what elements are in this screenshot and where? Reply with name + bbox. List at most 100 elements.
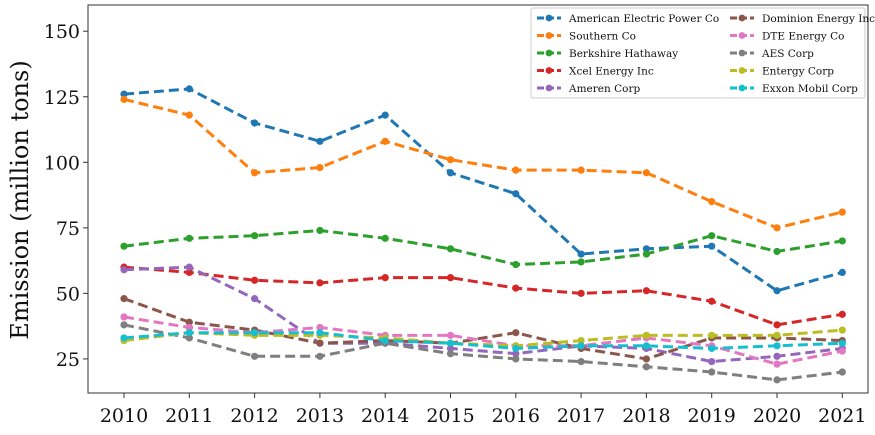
data-point [120,90,128,98]
legend-swatch-marker [545,32,553,39]
x-tick-label: 2017 [557,405,605,427]
data-point [577,166,585,174]
legend-label: Ameren Corp [568,83,640,95]
legend-label: American Electric Power Co [568,13,719,25]
series-aes-corp [120,321,846,384]
data-point [446,331,455,339]
series-line [123,328,843,348]
legend-label: DTE Energy Co [762,31,844,43]
legend-label: AES Corp [761,48,814,60]
data-point [642,245,651,253]
data-point [120,95,128,103]
legend: American Electric Power Co Southern Co Ber… [530,7,875,99]
series-line [123,323,843,382]
data-point [642,342,651,350]
data-point [446,245,455,253]
data-point [381,234,389,242]
data-point [381,137,389,145]
data-point [642,250,651,258]
data-point [577,258,585,266]
data-point [185,111,193,119]
data-point [120,295,128,303]
x-tick-label: 2013 [296,405,344,427]
data-point [120,313,128,321]
legend-entry: Southern Co [537,31,636,43]
data-point [838,310,846,318]
data-point [316,339,324,347]
legend-entry: Ameren Corp [537,83,640,95]
x-tick-label: 2019 [688,405,736,427]
series-exxon-mobil-corp [120,329,846,353]
x-tick-label: 2010 [100,405,148,427]
data-point [185,318,193,326]
data-point [838,368,846,376]
legend-entry: Berkshire Hathaway [537,48,678,60]
data-point [381,274,389,282]
x-tick-label: 2016 [492,405,540,427]
data-point [708,198,716,206]
series-line [123,228,843,267]
data-point [642,287,651,295]
series-line [123,315,843,366]
legend-label: Berkshire Hathaway [569,48,678,60]
legend-entry: DTE Energy Co [730,31,844,43]
y-axis-ticks: 25 50 75 100 125 150 [44,21,88,371]
legend-entry: Xcel Energy Inc [537,66,654,78]
y-tick-label: 125 [44,87,80,109]
data-point [512,190,520,198]
data-point [512,329,520,337]
data-point [512,350,520,358]
data-point [838,268,846,277]
data-point [838,237,846,245]
y-tick-label: 25 [56,349,80,371]
legend-swatch-marker [545,67,553,74]
data-point [577,342,585,350]
legend-entry: AES Corp [730,48,814,60]
data-point [316,137,324,145]
data-point [512,355,520,363]
data-point [185,323,193,332]
data-point [708,344,716,353]
data-point [251,295,259,303]
legend-box [530,7,866,99]
series-xcel-energy-inc [120,263,846,329]
x-tick-label: 2011 [165,405,213,427]
legend-label: Dominion Energy Inc [762,13,875,25]
data-point [120,321,128,329]
data-point [185,334,193,342]
legend-swatch-marker [738,14,746,22]
series-berkshire-hathaway [120,226,846,269]
x-tick-label: 2020 [753,405,801,427]
data-point [251,276,259,284]
data-point [381,111,389,119]
legend-entry: Entergy Corp [730,66,834,78]
data-point [773,342,781,350]
x-tick-label: 2012 [230,405,278,427]
data-point [316,329,324,337]
legend-swatch-marker [545,14,553,22]
legend-swatch-marker [738,32,746,39]
data-point [316,279,324,287]
data-point [708,232,716,240]
legend-label: Exxon Mobil Corp [762,83,858,95]
y-tick-label: 75 [56,218,80,240]
legend-label: Entergy Corp [762,66,834,78]
data-point [642,331,651,339]
data-point [185,268,193,277]
data-point [773,331,781,339]
data-point [773,247,781,256]
data-point [642,363,651,371]
legend-swatch-marker [545,49,553,57]
data-point [708,297,716,305]
series-line [123,265,843,327]
data-point [446,350,455,358]
data-point [512,260,520,269]
series-line [123,265,843,364]
data-point [512,166,520,174]
data-point [773,360,781,368]
data-point [251,232,259,240]
data-point [185,263,193,271]
data-point [512,344,520,353]
data-point [708,242,716,250]
